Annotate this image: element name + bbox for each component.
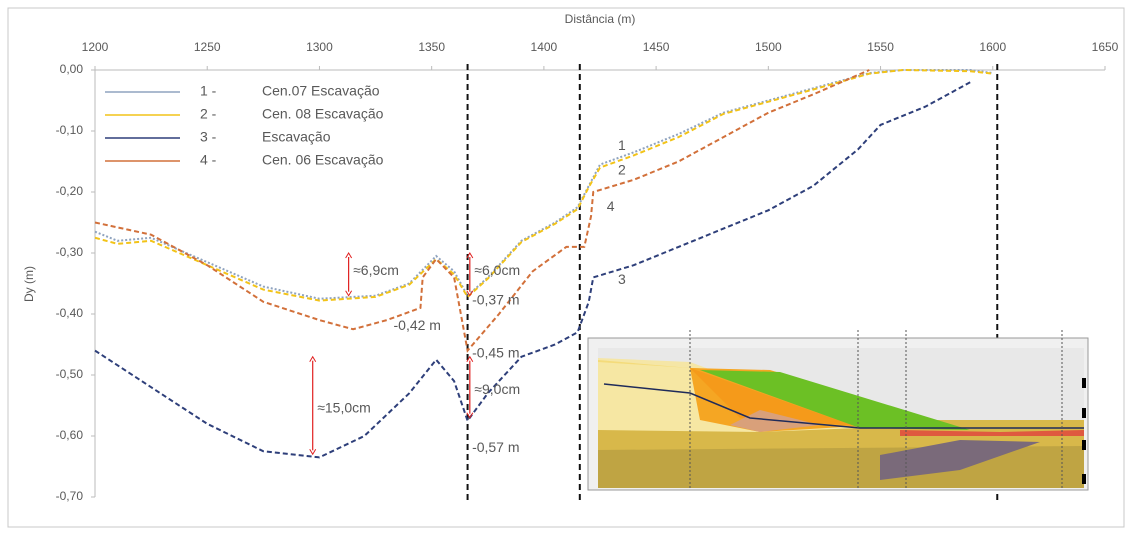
annotation: 4	[607, 198, 615, 214]
legend-label: Cen. 06 Escavação	[262, 152, 384, 168]
annotation: ≈6,0cm	[474, 262, 520, 278]
series-line	[94, 68, 993, 302]
annotation: ≈6,9cm	[353, 262, 399, 278]
x-tick-label: 1500	[755, 40, 782, 54]
annotation: -0,57 m	[472, 439, 519, 455]
y-tick-label: -0,10	[56, 123, 84, 137]
annotation: 1	[618, 137, 626, 153]
arrow-head	[466, 252, 474, 259]
x-tick-label: 1200	[82, 40, 109, 54]
x-axis-label: Distância (m)	[565, 12, 636, 26]
series-line	[94, 81, 971, 459]
annotation: 2	[618, 161, 626, 177]
arrow-head	[345, 252, 353, 259]
legend-number: 4 -	[200, 152, 217, 168]
legend-label: Cen.07 Escavação	[262, 83, 380, 99]
arrow-head	[466, 355, 474, 362]
y-tick-label: -0,70	[56, 489, 84, 503]
x-tick-label: 1400	[531, 40, 558, 54]
x-tick-label: 1600	[979, 40, 1006, 54]
x-tick-label: 1450	[643, 40, 670, 54]
arrow-head	[466, 412, 474, 419]
y-tick-label: -0,60	[56, 428, 84, 442]
x-tick-label: 1550	[867, 40, 894, 54]
y-tick-label: -0,30	[56, 245, 84, 259]
legend-number: 2 -	[200, 106, 217, 122]
annotation: ≈9,0cm	[474, 381, 520, 397]
x-tick-label: 1650	[1092, 40, 1119, 54]
x-tick-label: 1300	[306, 40, 333, 54]
legend-label: Escavação	[262, 129, 331, 145]
series-line	[94, 69, 993, 300]
y-tick-label: -0,50	[56, 367, 84, 381]
annotation: -0,42 m	[394, 317, 441, 333]
legend-label: Cen. 08 Escavação	[262, 106, 384, 122]
legend-number: 3 -	[200, 129, 217, 145]
y-tick-label: -0,40	[56, 306, 84, 320]
y-axis-label: Dy (m)	[22, 266, 36, 302]
series-line	[94, 69, 870, 353]
legend-number: 1 -	[200, 83, 217, 99]
annotation: -0,37 m	[472, 291, 519, 307]
arrow-head	[345, 290, 353, 297]
annotation: -0,45 m	[472, 344, 519, 360]
annotation: 3	[618, 271, 626, 287]
arrow-head	[466, 290, 474, 297]
y-tick-label: 0,00	[60, 62, 84, 76]
arrow-head	[309, 449, 317, 456]
annotation: ≈15,0cm	[317, 399, 371, 415]
x-tick-label: 1350	[418, 40, 445, 54]
y-tick-label: -0,20	[56, 184, 84, 198]
arrow-head	[309, 355, 317, 362]
inset-section	[587, 330, 1089, 491]
x-tick-label: 1250	[194, 40, 221, 54]
